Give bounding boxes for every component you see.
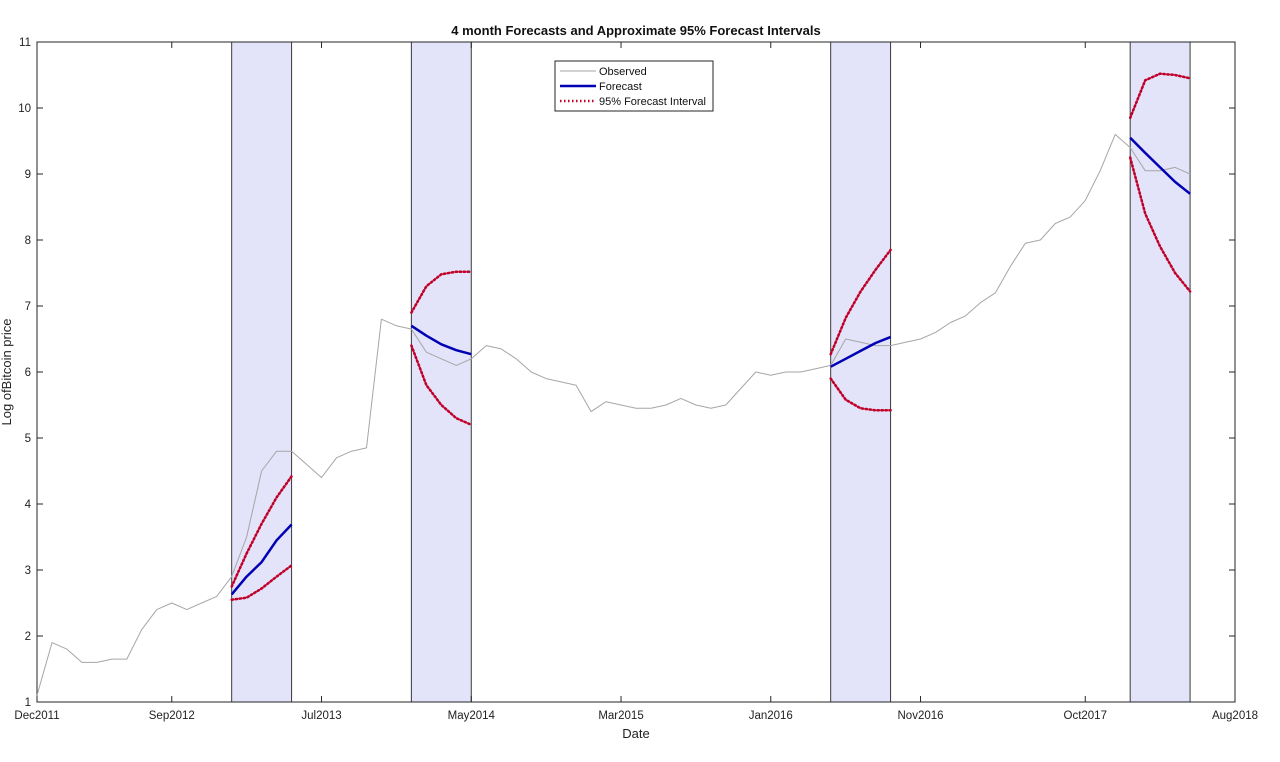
series-layer — [36, 72, 1192, 696]
interval-upper-3 — [829, 248, 892, 356]
interval-lower-1 — [230, 564, 293, 601]
y-tick-label: 5 — [25, 433, 31, 445]
interval-upper-4 — [1128, 72, 1192, 120]
legend: Observed Forecast 95% Forecast Interval — [554, 60, 714, 112]
y-tick-label: 7 — [25, 301, 31, 313]
x-tick-label: Dec2011 — [14, 710, 59, 722]
x-axis-label: Date — [622, 726, 649, 741]
x-tick-label: Nov2016 — [898, 710, 944, 722]
y-tick-label: 11 — [19, 37, 31, 49]
observed-series-line — [36, 133, 1191, 696]
y-tick-label: 6 — [25, 367, 31, 379]
y-tick-label: 1 — [25, 697, 31, 709]
y-tick-label: 10 — [18, 103, 31, 115]
y-tick-label: 9 — [25, 169, 31, 181]
y-axis-label: Log ofBitcoin price — [0, 319, 14, 426]
x-tick-label: Mar2015 — [598, 710, 643, 722]
interval-lower-4 — [1128, 156, 1192, 293]
x-tick-label: Jul2013 — [301, 710, 341, 722]
interval-lower-3 — [829, 377, 892, 412]
interval-upper-2 — [410, 270, 473, 314]
forecast-line-1 — [230, 523, 293, 596]
y-tick-label: 4 — [25, 499, 32, 511]
legend-label-forecast: Forecast — [599, 81, 642, 93]
interval-upper-1 — [230, 475, 293, 588]
x-tick-label: Sep2012 — [149, 710, 195, 722]
y-tick-label: 2 — [25, 631, 31, 643]
x-tick-label: Oct2017 — [1064, 710, 1107, 722]
legend-label-observed: Observed — [599, 66, 647, 78]
x-tick-label: Jan2016 — [749, 710, 793, 722]
x-tick-label: May2014 — [448, 710, 496, 722]
forecast-window-3 — [830, 41, 892, 703]
forecast-line-2 — [410, 324, 472, 356]
y-tick-label: 3 — [25, 565, 31, 577]
interval-lower-2 — [410, 344, 473, 427]
legend-label-interval: 95% Forecast Interval — [599, 96, 706, 108]
y-tick-label: 8 — [25, 235, 31, 247]
forecast-window-4 — [1129, 41, 1191, 703]
forecast-line-3 — [830, 335, 892, 368]
forecast-window-1 — [231, 41, 293, 703]
forecast-line-4 — [1129, 136, 1191, 195]
y-axis: 1 2 3 4 5 6 7 8 9 10 11 — [18, 37, 1235, 709]
chart-title: 4 month Forecasts and Approximate 95% Fo… — [451, 23, 820, 38]
x-tick-label: Aug2018 — [1212, 710, 1258, 722]
x-axis: Dec2011 Sep2012 Jul2013 May2014 Mar2015 Jan20… — [14, 42, 1258, 722]
